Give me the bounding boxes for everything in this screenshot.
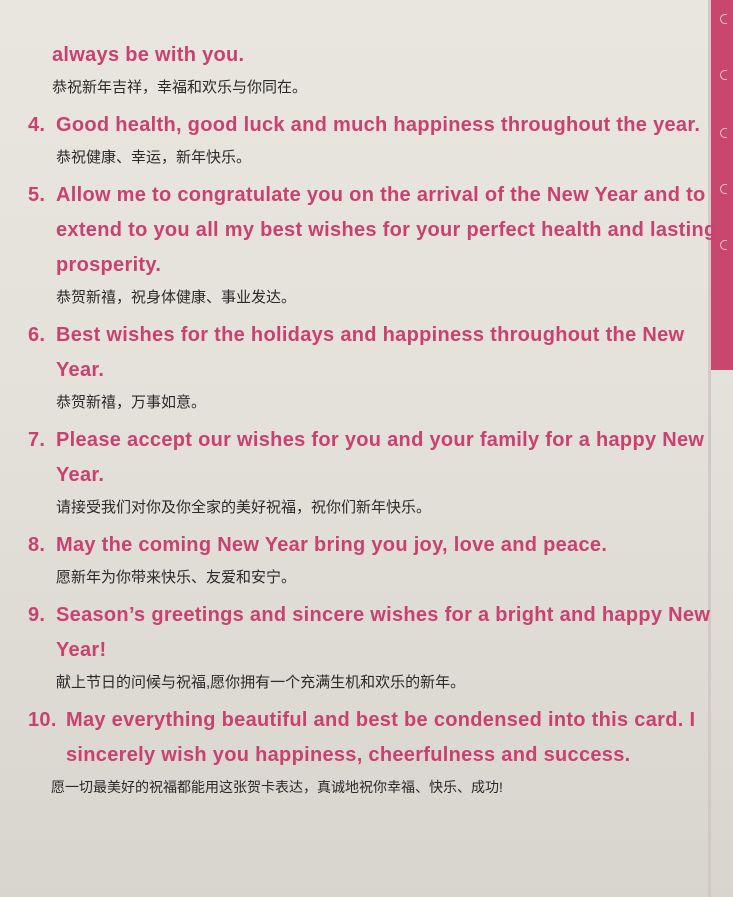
index-tab-mark-icon [720, 240, 727, 250]
greeting-chinese: 献上节日的问候与祝福,愿你拥有一个充满生机和欢乐的新年。 [56, 674, 466, 691]
greeting-english: always be with you. [52, 38, 718, 73]
greeting-chinese: 恭祝新年吉祥，幸福和欢乐与你同在。 [52, 79, 308, 96]
greeting-english: 5. Allow me to congratulate you on the a… [28, 178, 718, 283]
greeting-chinese: 愿一切最美好的祝福都能用这张贺卡表达，真诚地祝你幸福、快乐、成功! [51, 779, 503, 795]
greeting-english: 4. Good health, good luck and much happi… [28, 108, 718, 143]
greeting-english-text: May the coming New Year bring you joy, l… [56, 534, 608, 556]
greeting-chinese: 恭贺新禧，祝身体健康、事业发达。 [56, 289, 297, 306]
side-index-strip [711, 0, 733, 370]
greeting-english-text: Best wishes for the holidays and happine… [56, 324, 685, 381]
greeting-english: 6. Best wishes for the holidays and happ… [28, 318, 718, 388]
greeting-english-text: Allow me to congratulate you on the arri… [56, 184, 717, 276]
greeting-entry-6: 6. Best wishes for the holidays and happ… [28, 318, 718, 417]
greeting-chinese: 恭祝健康、幸运，新年快乐。 [56, 149, 252, 166]
greeting-chinese: 恭贺新禧，万事如意。 [56, 394, 207, 411]
greeting-number: 10. [28, 709, 57, 731]
greeting-number: 6. [28, 324, 46, 346]
greeting-number: 4. [28, 114, 46, 136]
greeting-english-text: Season’s greetings and sincere wishes fo… [56, 604, 711, 661]
index-tab-mark-icon [720, 70, 727, 80]
greeting-entry-7: 7. Please accept our wishes for you and … [28, 423, 718, 522]
greeting-english-text: Please accept our wishes for you and you… [56, 429, 705, 486]
greeting-english: 7. Please accept our wishes for you and … [28, 423, 718, 493]
greeting-number: 7. [28, 429, 46, 451]
greeting-entry-8: 8. May the coming New Year bring you joy… [28, 528, 718, 592]
index-tab-mark-icon [720, 184, 727, 194]
index-tab-mark-icon [720, 14, 727, 24]
greeting-english: 8. May the coming New Year bring you joy… [28, 528, 718, 563]
greeting-english-text: always be with you. [52, 44, 245, 66]
greeting-entry-3-continued: always be with you. 恭祝新年吉祥，幸福和欢乐与你同在。 [28, 38, 718, 102]
greeting-chinese: 请接受我们对你及你全家的美好祝福，祝你们新年快乐。 [56, 499, 432, 516]
greeting-number: 8. [28, 534, 46, 556]
greeting-entry-5: 5. Allow me to congratulate you on the a… [28, 178, 718, 312]
greeting-entry-10: 10. May everything beautiful and best be… [28, 703, 718, 802]
greeting-english-text: May everything beautiful and best be con… [66, 709, 696, 766]
index-tab-mark-icon [720, 128, 727, 138]
greeting-entry-4: 4. Good health, good luck and much happi… [28, 108, 718, 172]
greeting-chinese: 愿新年为你带来快乐、友爱和安宁。 [56, 569, 297, 586]
greetings-list: always be with you. 恭祝新年吉祥，幸福和欢乐与你同在。 4.… [28, 38, 718, 808]
page-edge [708, 0, 711, 897]
greeting-english: 9. Season’s greetings and sincere wishes… [28, 598, 718, 668]
greeting-number: 9. [28, 604, 46, 626]
greeting-english: 10. May everything beautiful and best be… [28, 703, 718, 773]
greeting-english-text: Good health, good luck and much happines… [56, 114, 701, 136]
greeting-number: 5. [28, 184, 46, 206]
greeting-entry-9: 9. Season’s greetings and sincere wishes… [28, 598, 718, 697]
